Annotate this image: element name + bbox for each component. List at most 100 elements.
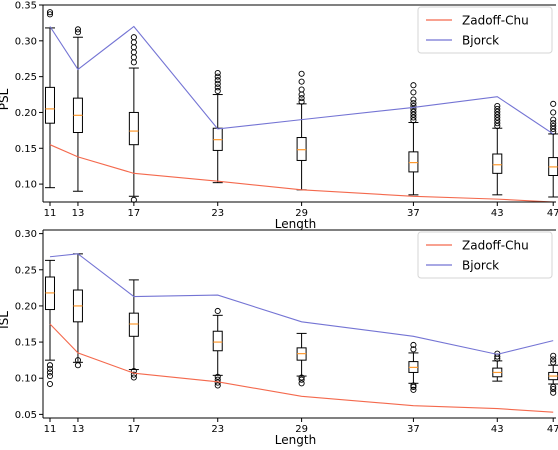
y-tick-label: 0.10 — [15, 180, 37, 191]
flier-point — [46, 380, 54, 388]
x-tick-label: 11 — [44, 424, 57, 435]
flier-point — [494, 114, 501, 121]
flier-point — [214, 87, 221, 95]
y-axis-label: PSL — [0, 88, 11, 110]
boxplot-37 — [408, 341, 419, 393]
flier-point — [550, 109, 557, 116]
boxplot-29 — [296, 70, 307, 191]
flier-point — [410, 96, 417, 103]
box-iqr — [128, 111, 139, 146]
x-tick-label: 47 — [547, 208, 558, 219]
flier-point — [494, 108, 501, 115]
x-tick-label: 17 — [127, 208, 140, 219]
x-tick-label: 13 — [72, 424, 85, 435]
flier-point — [550, 116, 557, 123]
flier-point — [494, 120, 501, 127]
flier-point — [46, 365, 54, 372]
legend-label-bjorck: Bjorck — [462, 259, 499, 273]
y-tick-label: 0.20 — [15, 301, 37, 312]
legend-frame — [417, 6, 553, 54]
boxplot-17 — [128, 279, 139, 381]
y-axis-label: ISL — [0, 311, 11, 329]
box-iqr — [212, 330, 223, 352]
flier-point — [130, 39, 137, 46]
flier-point — [494, 105, 501, 112]
box-iqr — [408, 151, 419, 173]
legend-label-zadoff-chu: Zadoff-Chu — [462, 14, 529, 28]
flier-point — [298, 95, 305, 102]
series-line-zadoff-chu — [49, 323, 554, 413]
flier-point — [550, 356, 557, 363]
flier-point — [550, 120, 557, 127]
boxplot-37 — [408, 82, 419, 196]
boxplot-13 — [72, 26, 83, 192]
x-tick-label: 47 — [547, 424, 558, 435]
series-line-zadoff-chu — [49, 144, 554, 203]
chart-panel-1: 0.10 0.15 0.20 0.25 0.30 0.35 11 13 17 23 29 37 43 47… — [0, 1, 558, 231]
flier-point — [46, 11, 54, 18]
flier-point — [550, 386, 557, 393]
boxplot-47 — [548, 352, 558, 396]
flier-point — [494, 123, 501, 130]
flier-point — [550, 125, 557, 132]
flier-point — [550, 100, 557, 107]
boxplot-17 — [128, 34, 139, 203]
flier-point — [550, 123, 557, 130]
flier-point — [214, 80, 221, 87]
y-tick-label: 0.05 — [15, 410, 37, 421]
boxplot-11 — [44, 9, 55, 189]
flier-point — [298, 91, 305, 98]
flier-point — [410, 346, 417, 353]
x-tick-label: 43 — [491, 208, 504, 219]
flier-point — [410, 102, 417, 110]
y-tick-label: 0.20 — [15, 108, 37, 119]
box-iqr — [128, 312, 139, 337]
flier-point — [410, 111, 417, 118]
flier-point — [214, 84, 221, 91]
legend-label-zadoff-chu: Zadoff-Chu — [462, 239, 529, 253]
legend: Zadoff-Chu Bjorck — [417, 6, 553, 54]
flier-point — [298, 380, 305, 387]
box-iqr — [492, 153, 503, 174]
x-tick-label: 13 — [72, 208, 85, 219]
flier-point — [298, 78, 305, 85]
flier-point — [410, 382, 417, 389]
flier-point — [298, 374, 305, 381]
flier-point — [550, 389, 557, 396]
flier-point — [410, 386, 417, 393]
boxplot-23 — [212, 70, 223, 184]
flier-point — [214, 307, 221, 315]
legend-label-bjorck: Bjorck — [462, 34, 499, 48]
chart-panel-2: 0.05 0.10 0.15 0.20 0.25 0.30 11 13 17 23 29 37 43 47… — [0, 229, 558, 447]
flier-point — [46, 373, 54, 380]
flier-point — [214, 382, 221, 389]
x-tick-label: 17 — [127, 424, 140, 435]
x-tick-label: 43 — [491, 424, 504, 435]
x-axis-label: Length — [275, 217, 316, 231]
flier-point — [130, 44, 137, 51]
flier-point — [550, 359, 557, 366]
flier-point — [74, 26, 81, 33]
x-tick-label: 29 — [295, 208, 308, 219]
boxplot-29 — [296, 332, 307, 387]
flier-point — [214, 77, 221, 84]
x-tick-label: 23 — [211, 208, 224, 219]
flier-point — [550, 352, 557, 359]
flier-point — [46, 362, 54, 369]
flier-point — [298, 98, 305, 105]
flier-point — [130, 374, 137, 381]
y-tick-label: 0.30 — [15, 229, 37, 240]
boxplot-11 — [44, 259, 55, 388]
y-tick-label: 0.35 — [15, 1, 37, 12]
flier-point — [410, 114, 417, 121]
series-line-bjorck — [49, 253, 554, 355]
flier-point — [214, 70, 221, 77]
flier-point — [410, 89, 417, 96]
y-tick-label: 0.10 — [15, 374, 37, 385]
flier-point — [494, 111, 501, 118]
boxplot-23 — [212, 307, 223, 389]
flier-point — [410, 117, 417, 124]
y-tick-label: 0.25 — [15, 72, 37, 83]
flier-point — [298, 70, 305, 77]
